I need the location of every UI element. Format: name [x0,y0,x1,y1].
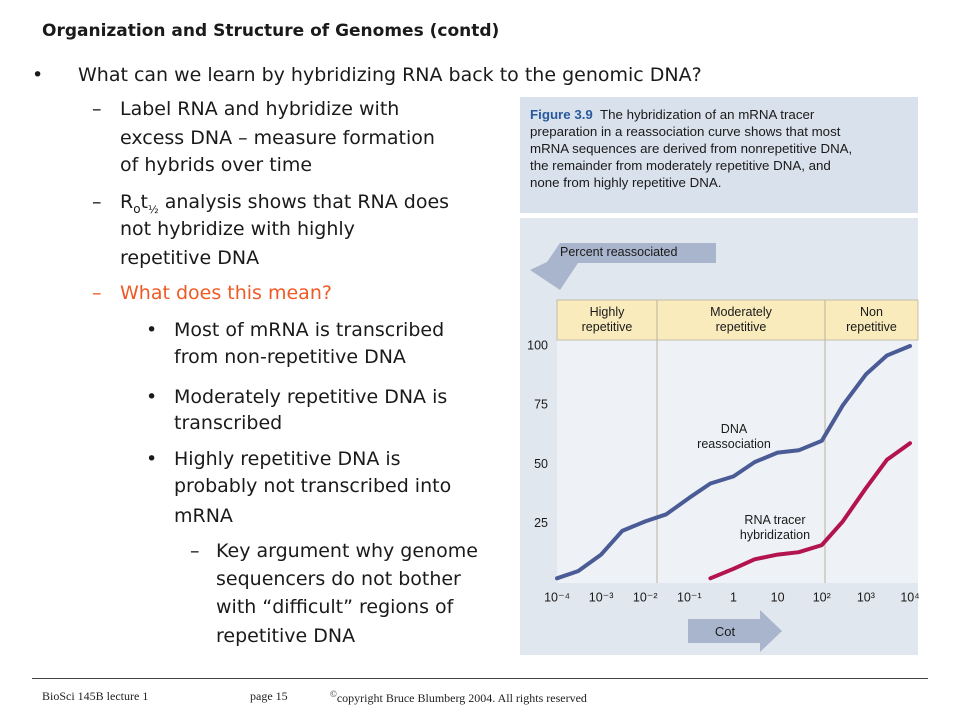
y-tick-label: 50 [534,457,548,471]
x-tick-label: 10 [771,590,785,604]
subscript: ½ [148,202,159,216]
y-tick-label: 75 [534,398,548,412]
dash-marker: – [92,191,102,213]
region-label: Moderately repetitive [710,305,772,334]
figure-caption: Figure 3.9 The hybridization of an mRNA … [520,97,918,213]
caption-line: mRNA sequences are derived from nonrepet… [530,141,853,156]
subscript: o [133,201,141,216]
caption-line: preparation in a reassociation curve sho… [530,124,841,139]
bullet-text: mRNA [174,505,233,527]
x-tick-label: 10⁻⁴ [544,590,570,604]
footer-page: page 15 [250,689,288,703]
caption-line: The hybridization of an mRNA tracer [599,107,815,122]
bullet-text: of hybrids over time [120,154,313,176]
bullet-text: sequencers do not bother [216,568,461,590]
bullet-text: Most of mRNA is transcribed [174,319,445,341]
x-tick-label: 10³ [857,590,875,604]
bullet-text: Rot½ analysis shows that RNA does [120,191,449,221]
footer-copyright: ©copyright Bruce Blumberg 2004. All righ… [330,689,587,706]
x-tick-label: 1 [730,590,737,604]
bullet-text: Moderately repetitive DNA is [174,386,448,408]
bullet-marker: • [146,448,158,470]
region-label: Highly repetitive [581,305,633,334]
region-label: Non repetitive [846,305,897,334]
bullet-marker: • [146,319,158,341]
footer-course: BioSci 145B lecture 1 [42,689,149,703]
text: analysis shows that RNA does [164,191,450,213]
y-tick-label: 25 [534,516,548,530]
bullet-text: Highly repetitive DNA is [174,448,401,470]
bullet-text: Key argument why genome [216,540,478,562]
bullet-text: excess DNA – measure formation [120,127,435,149]
x-arrow [688,610,782,652]
figure-label: Figure 3.9 [530,107,593,122]
series-label: DNA reassociation [697,422,771,451]
x-tick-label: 10⁴ [900,590,919,604]
dash-marker: – [92,98,102,120]
x-tick-label: 10⁻¹ [677,590,702,604]
symbol: R [120,191,134,213]
bullet-text: transcribed [174,412,283,434]
series-label: RNA tracer hybridization [739,513,811,542]
x-tick-label: 10⁻² [633,590,658,604]
bullet-text: probably not transcribed into [174,475,452,497]
bullet-text: not hybridize with highly [120,218,355,240]
bullet-text: repetitive DNA [216,625,356,647]
caption-line: none from highly repetitive DNA. [530,175,722,190]
slide-title: Organization and Structure of Genomes (c… [42,21,500,41]
y-arrow [530,243,716,290]
dash-marker: – [92,282,102,304]
x-tick-label: 10² [813,590,831,604]
bullet-text: from non-repetitive DNA [174,346,406,368]
bullet-text: What can we learn by hybridizing RNA bac… [78,64,702,86]
bullet-text: repetitive DNA [120,247,260,269]
bullet-text: Label RNA and hybridize with [120,98,400,120]
dash-marker: – [190,540,200,562]
y-tick-label: 100 [527,338,548,352]
x-tick-label: 10⁻³ [589,590,614,604]
bullet-marker: • [146,386,158,408]
bullet-text: with “difficult” regions of [216,596,454,618]
caption-line: the remainder from moderately repetitive… [530,158,831,173]
region-header [556,299,919,341]
footer-rule [32,678,928,679]
copyright-text: copyright Bruce Blumberg 2004. All right… [336,691,587,705]
axis-label: Percent reassociated [560,245,678,259]
symbol: t [140,191,148,213]
axis-label: Cot [714,624,736,639]
bullet-text: What does this mean? [120,282,332,304]
data-line [708,441,912,581]
data-line [555,344,912,581]
copyright-symbol: © [330,689,337,699]
bullet-marker: • [32,64,44,86]
